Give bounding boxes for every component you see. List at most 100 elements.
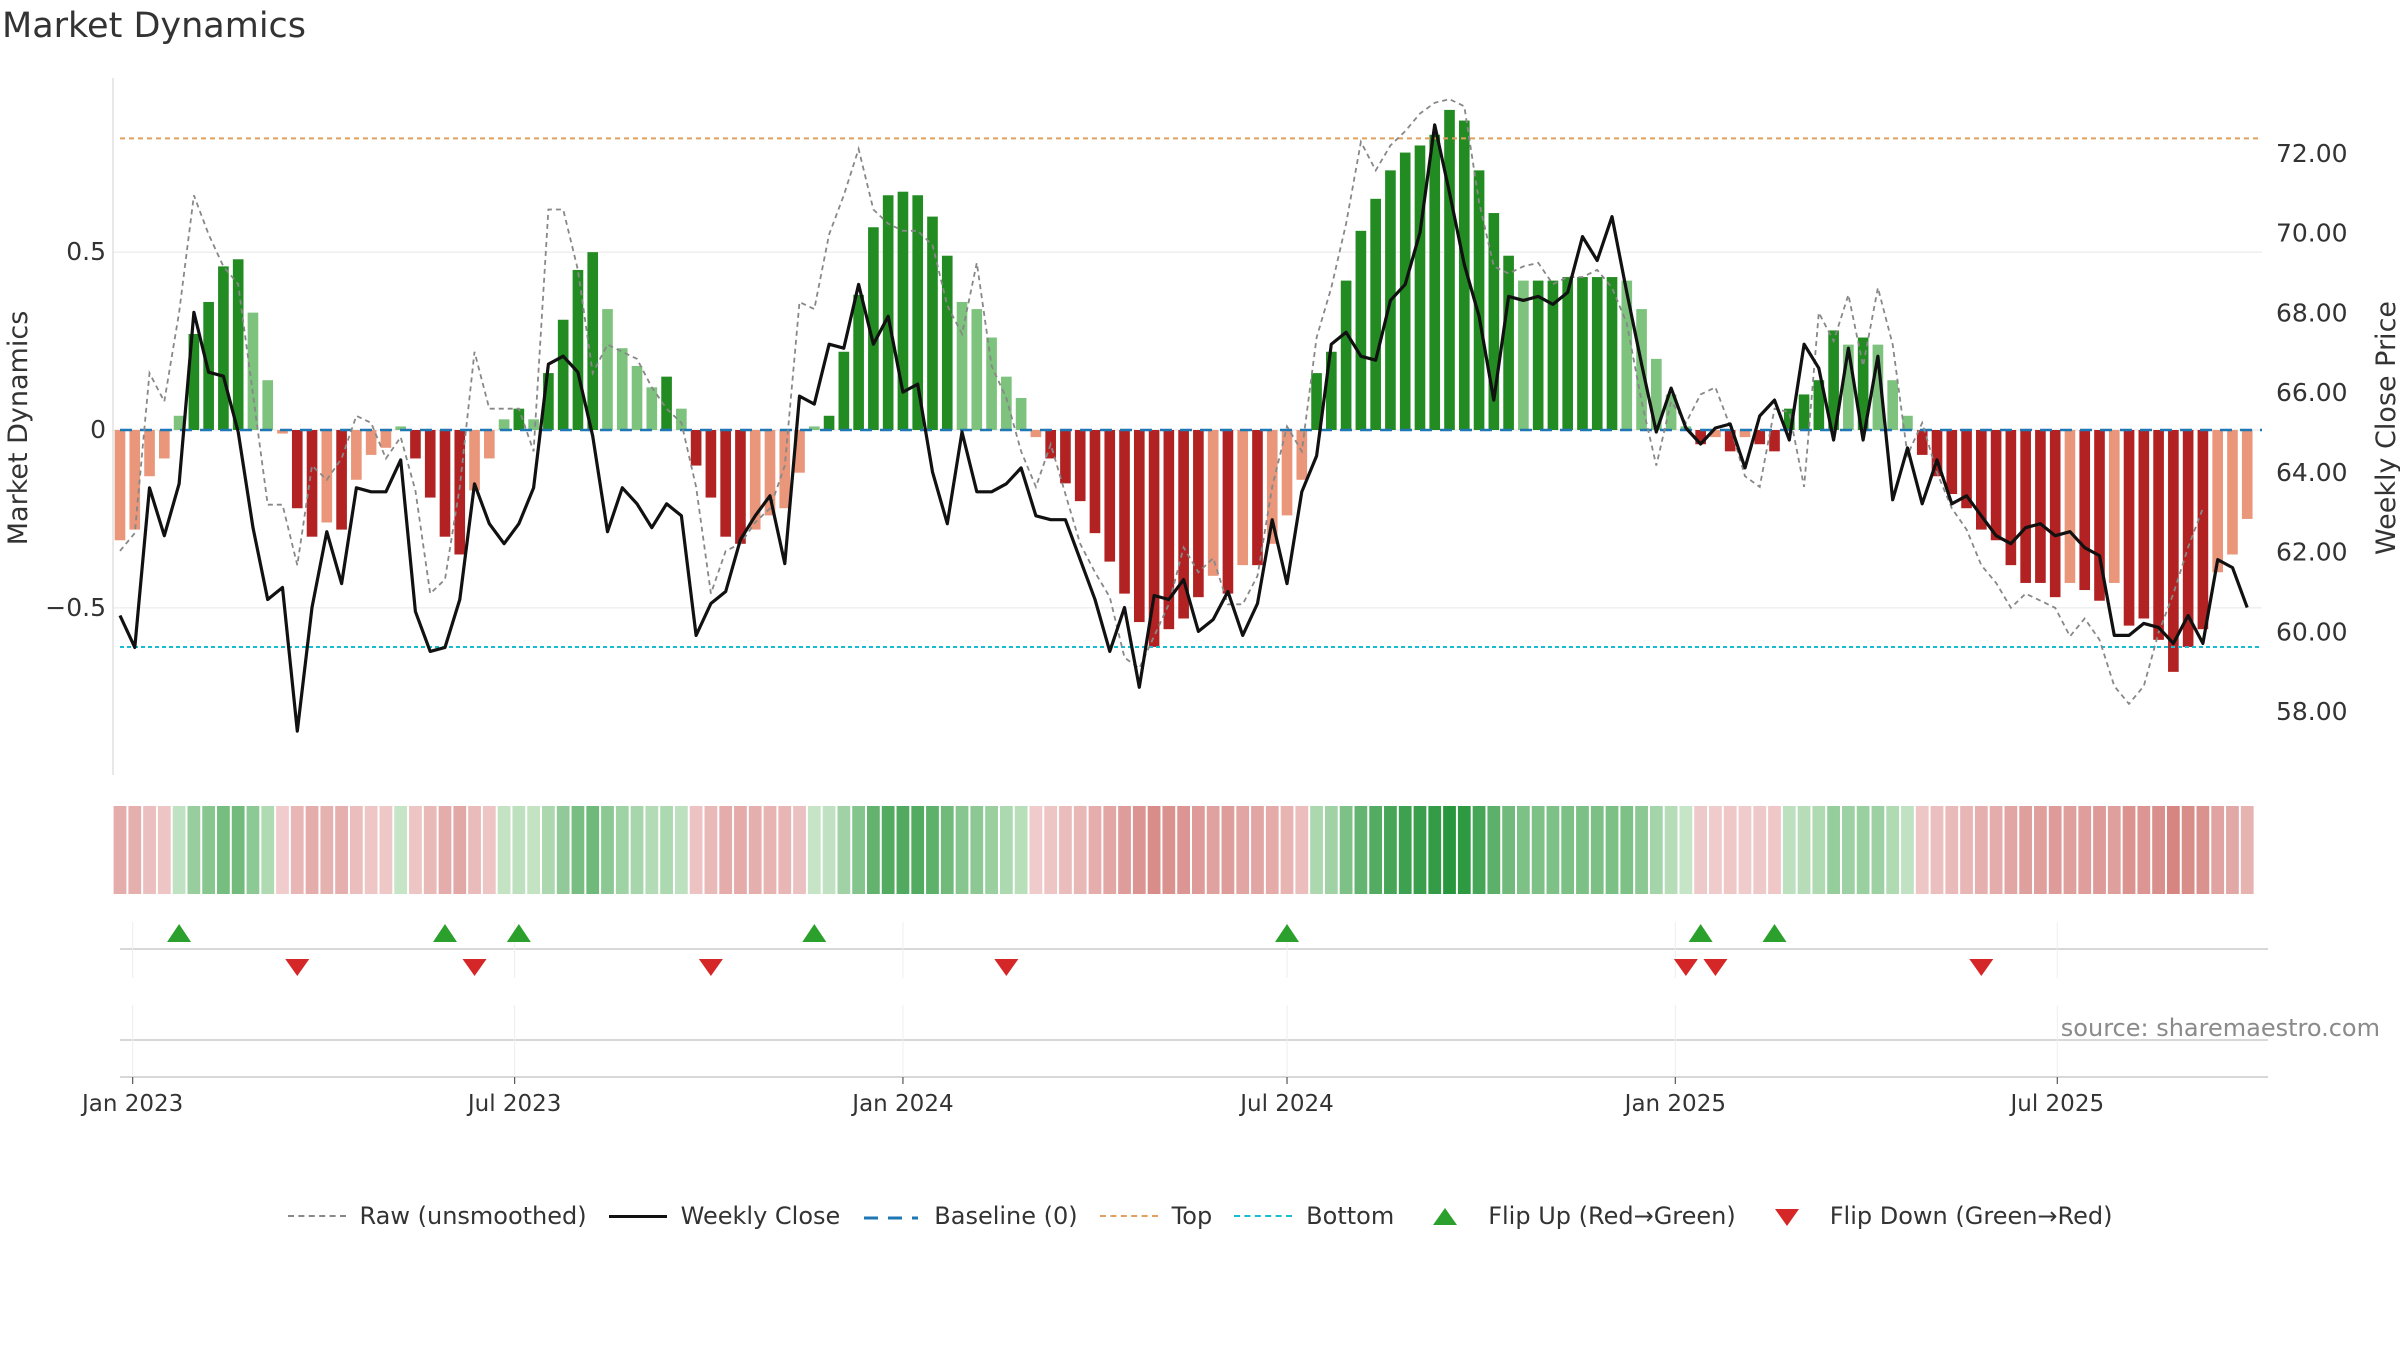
bar bbox=[469, 430, 480, 491]
heat-cell bbox=[2107, 806, 2121, 894]
legend-label: Bottom bbox=[1306, 1202, 1395, 1230]
heat-cell bbox=[1251, 806, 1264, 894]
heat-cell bbox=[2196, 806, 2210, 894]
legend-item-baseline: Baseline (0) bbox=[862, 1202, 1078, 1230]
legend-swatch-flip_up bbox=[1416, 1206, 1474, 1226]
bar bbox=[557, 319, 569, 430]
heat-cell bbox=[2093, 806, 2106, 894]
y2-tick-label: 70.00 bbox=[2276, 219, 2348, 248]
heat-cell bbox=[113, 806, 127, 894]
bar bbox=[1030, 430, 1042, 438]
heat-cell bbox=[1059, 806, 1072, 894]
bar bbox=[232, 259, 244, 430]
bar bbox=[1606, 277, 1618, 430]
bar bbox=[1148, 430, 1160, 647]
heat-cell bbox=[217, 806, 230, 894]
bar bbox=[868, 227, 879, 430]
bar bbox=[351, 430, 362, 480]
flip-down-marker bbox=[285, 959, 310, 976]
bar bbox=[262, 380, 274, 430]
heat-cell bbox=[1709, 806, 1722, 894]
bar bbox=[1340, 280, 1352, 430]
heat-cell bbox=[2240, 806, 2254, 894]
bar bbox=[720, 430, 731, 537]
heat-cell bbox=[1516, 806, 1530, 894]
legend-label: Top bbox=[1171, 1202, 1213, 1230]
bar bbox=[1931, 430, 1943, 477]
bar bbox=[1178, 430, 1189, 619]
flip-down-marker bbox=[462, 959, 487, 976]
axis-layer: 0.5 0 −0.5 72.00 70.00 68.00 66.00 64.00 62.00 60… bbox=[3, 139, 2400, 726]
bar bbox=[794, 430, 805, 473]
legend-item-bottom: Bottom bbox=[1234, 1202, 1394, 1230]
bar bbox=[2241, 430, 2253, 519]
heat-cell bbox=[1472, 806, 1486, 894]
bar bbox=[764, 430, 776, 516]
bar bbox=[2079, 430, 2091, 591]
bar bbox=[1754, 430, 1766, 445]
y2-tick-label: 72.00 bbox=[2276, 139, 2348, 168]
heat-cell bbox=[453, 806, 467, 894]
x-tick-label: Jan 2024 bbox=[850, 1091, 953, 1117]
heat-cell bbox=[926, 806, 939, 894]
heat-strip bbox=[113, 806, 2254, 894]
bar bbox=[2227, 430, 2238, 555]
heat-cell bbox=[1812, 806, 1826, 894]
legend-item-flip_up: Flip Up (Red→Green) bbox=[1416, 1202, 1736, 1230]
bar bbox=[410, 430, 421, 459]
heat-cell bbox=[719, 806, 733, 894]
bar bbox=[1222, 430, 1234, 594]
heat-cell bbox=[1797, 806, 1811, 894]
bar bbox=[277, 430, 288, 434]
heat-cell bbox=[335, 806, 348, 894]
bar bbox=[1074, 430, 1086, 502]
bar bbox=[1887, 380, 1899, 430]
bar bbox=[1252, 430, 1263, 566]
bar bbox=[1355, 230, 1367, 430]
heat-cell bbox=[1088, 806, 1102, 894]
flip-down-marker bbox=[1969, 959, 1994, 976]
bar bbox=[1710, 430, 1721, 438]
legend-swatch-flip_down bbox=[1758, 1206, 1816, 1226]
legend-item-close: Weekly Close bbox=[608, 1202, 841, 1230]
bar bbox=[631, 365, 643, 430]
heat-cell bbox=[305, 806, 319, 894]
heat-cell bbox=[1768, 806, 1781, 894]
bar bbox=[1946, 430, 1958, 495]
bar bbox=[1370, 198, 1381, 430]
heat-cell bbox=[970, 806, 984, 894]
bar bbox=[513, 408, 525, 430]
grid-layer bbox=[112, 78, 2262, 775]
heat-cell bbox=[852, 806, 866, 894]
bar bbox=[941, 255, 953, 430]
heat-cell bbox=[542, 806, 555, 894]
heat-cell bbox=[1044, 806, 1058, 894]
heat-cell bbox=[2063, 806, 2077, 894]
heat-cell bbox=[1974, 806, 1988, 894]
bar bbox=[1724, 430, 1736, 452]
y2-axis-label: Weekly Close Price bbox=[2371, 301, 2400, 555]
heat-cell bbox=[202, 806, 216, 894]
bar bbox=[1990, 430, 2002, 541]
heat-cell bbox=[1354, 806, 1368, 894]
heat-cell bbox=[394, 806, 408, 894]
heat-cell bbox=[1782, 806, 1796, 894]
heat-cell bbox=[645, 806, 659, 894]
heat-cell bbox=[1177, 806, 1190, 894]
legend-label: Weekly Close bbox=[680, 1202, 841, 1230]
bar bbox=[1769, 430, 1780, 452]
bar bbox=[1414, 145, 1426, 430]
bar bbox=[2197, 430, 2209, 630]
x-tick-label: Jan 2023 bbox=[80, 1091, 183, 1117]
bar bbox=[1015, 397, 1027, 430]
heat-cell bbox=[985, 806, 998, 894]
bar bbox=[572, 269, 584, 430]
bar bbox=[528, 419, 539, 430]
x-axis: Jan 2023 Jul 2023 Jan 2024 Jul 2024 Jan 2025… bbox=[80, 1077, 2104, 1117]
heat-cell bbox=[527, 806, 541, 894]
bar bbox=[1089, 430, 1101, 534]
bar bbox=[1503, 255, 1514, 430]
heat-cell bbox=[1310, 806, 1323, 894]
heat-cell bbox=[1664, 806, 1678, 894]
bar bbox=[690, 430, 702, 466]
